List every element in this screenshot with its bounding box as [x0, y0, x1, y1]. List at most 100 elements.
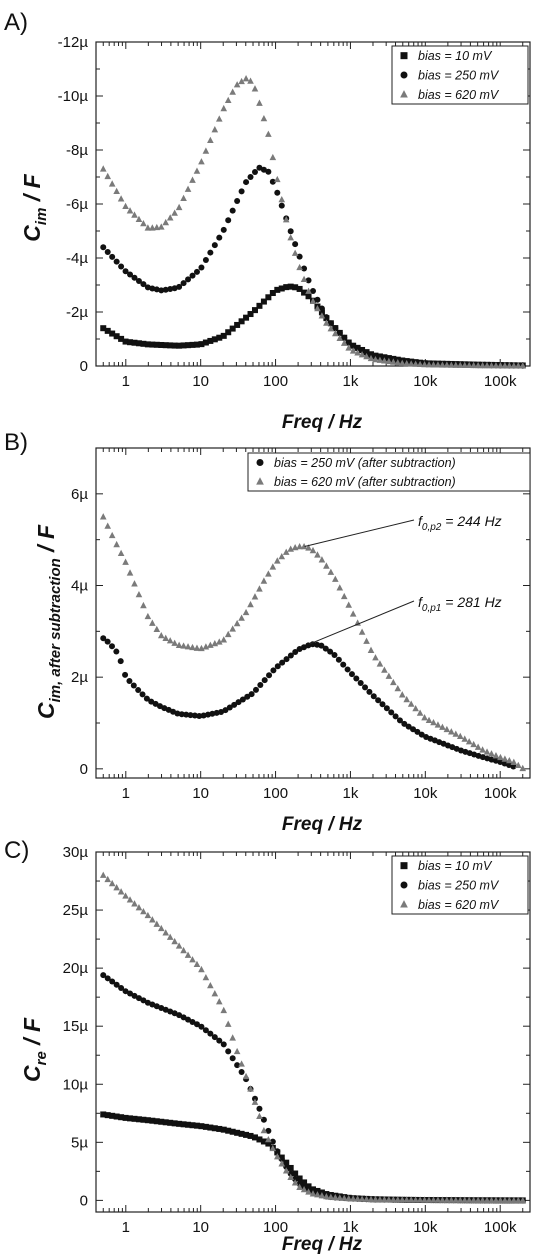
data-point	[238, 77, 245, 85]
data-point	[340, 339, 348, 346]
data-point	[215, 115, 223, 122]
data-point	[220, 1126, 227, 1133]
data-point	[162, 286, 169, 293]
data-point	[370, 693, 377, 700]
data-point	[497, 361, 504, 369]
data-point	[113, 981, 120, 988]
data-point	[131, 992, 138, 999]
data-point	[238, 614, 245, 621]
data-point	[233, 1047, 241, 1055]
data-point	[166, 637, 174, 644]
annotation-f0p2-leader	[304, 519, 415, 548]
data-point	[131, 211, 138, 218]
x-tick-label: 1k	[343, 373, 359, 390]
data-point	[117, 888, 125, 895]
data-point	[100, 1111, 107, 1118]
data-point	[224, 96, 232, 104]
y-tick-label: 10µ	[63, 1076, 89, 1093]
data-point	[354, 349, 361, 356]
plot-frame	[95, 851, 531, 1213]
data-point	[127, 271, 134, 278]
data-point	[211, 242, 218, 249]
data-point	[229, 88, 236, 95]
series-circle	[100, 972, 526, 1204]
data-point	[345, 339, 352, 346]
panel-a-ylabel: Cim / F	[19, 173, 50, 241]
data-point	[430, 719, 437, 726]
data-point	[412, 704, 419, 712]
series-triangle	[99, 871, 527, 1204]
y-tick-label: 30µ	[63, 844, 89, 861]
data-point	[421, 1196, 428, 1203]
data-point	[167, 285, 174, 292]
data-point	[305, 1183, 312, 1190]
data-point	[430, 361, 437, 368]
data-point	[301, 289, 308, 296]
data-point	[394, 359, 402, 366]
data-point	[243, 314, 250, 321]
data-point	[381, 666, 388, 673]
data-point	[309, 1190, 317, 1197]
data-point	[185, 276, 192, 283]
data-point	[470, 740, 477, 748]
data-point	[118, 263, 125, 270]
data-point	[305, 544, 312, 551]
x-tick-label: 1k	[343, 785, 359, 802]
data-point	[292, 241, 299, 248]
data-point	[305, 1188, 312, 1195]
y-tick-label: 5µ	[71, 1134, 88, 1151]
data-point	[108, 180, 116, 187]
data-point	[229, 207, 236, 214]
data-point	[323, 562, 330, 569]
data-point	[202, 257, 209, 264]
data-point	[403, 359, 411, 367]
data-point	[215, 998, 223, 1005]
y-tick-label: 20µ	[63, 960, 89, 977]
data-point	[506, 756, 513, 764]
data-point	[398, 691, 406, 698]
data-point	[135, 995, 142, 1002]
data-point	[296, 542, 303, 550]
data-point	[345, 344, 353, 351]
panel-b-plot: 1 10 100 1k 10k 100k 0 2µ 4µ 6µ bias = 250 mV (aft…	[71, 447, 531, 802]
data-point	[207, 249, 214, 256]
data-point	[220, 636, 228, 643]
data-point	[229, 1128, 236, 1135]
data-point	[506, 1196, 513, 1204]
data-point	[358, 351, 366, 358]
data-point	[176, 283, 183, 290]
data-point	[247, 1132, 254, 1139]
data-point	[153, 920, 161, 927]
data-point	[202, 1123, 209, 1130]
data-point	[135, 687, 142, 694]
data-point	[327, 648, 334, 655]
data-point	[225, 217, 232, 224]
data-point	[198, 341, 205, 348]
data-point	[135, 1116, 142, 1123]
data-point	[238, 1130, 245, 1137]
data-point	[340, 592, 348, 600]
data-point	[278, 552, 286, 560]
data-point	[292, 1170, 299, 1177]
data-point	[234, 197, 241, 204]
data-point	[278, 1156, 285, 1163]
x-tick-label: 100	[263, 373, 288, 390]
data-point	[501, 755, 509, 762]
data-point	[372, 654, 379, 661]
data-point	[497, 1196, 504, 1204]
data-point	[189, 176, 196, 183]
data-point	[376, 356, 384, 363]
data-point	[363, 637, 370, 644]
y-tick-label: -8µ	[66, 142, 88, 159]
data-point	[189, 1122, 196, 1129]
series-circle	[100, 635, 517, 770]
data-point	[519, 1196, 527, 1204]
data-point	[122, 988, 129, 995]
data-point	[162, 1119, 169, 1126]
data-point	[207, 136, 214, 144]
data-point	[140, 219, 147, 227]
data-point	[242, 608, 250, 616]
data-point	[345, 1194, 353, 1202]
y-tick-label: 0	[80, 1192, 88, 1209]
panel-c: C) Cre / F Freq / Hz 1 10 100 1k 10k 100k05µ1…	[4, 837, 531, 1255]
